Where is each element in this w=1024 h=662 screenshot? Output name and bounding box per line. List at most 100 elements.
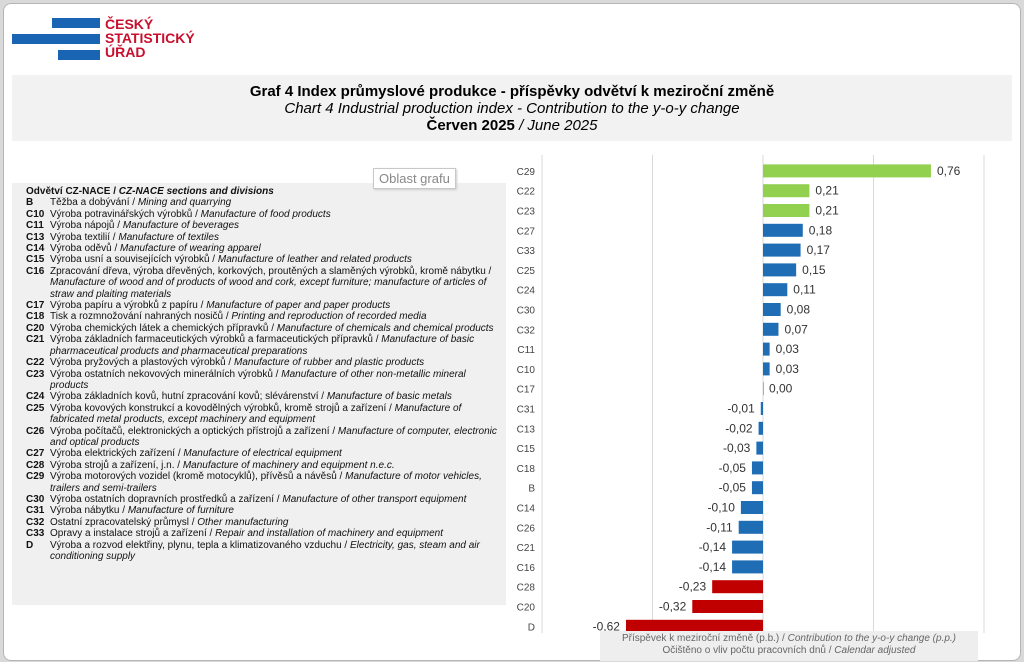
legend-text: Opravy a instalace strojů a zařízení / R… — [50, 528, 443, 540]
legend-item: C29 Výroba motorových vozidel (kromě moto… — [12, 471, 506, 494]
category-label: C31 — [517, 405, 536, 416]
legend-code: C30 — [26, 493, 45, 505]
bar — [732, 560, 763, 574]
category-label: D — [528, 622, 535, 633]
legend-text: Ostatní zpracovatelský průmysl / Other m… — [50, 516, 289, 528]
legend-item: C33 Opravy a instalace strojů a zařízení … — [12, 528, 506, 539]
legend-item: C17 Výroba papíru a výrobků z papíru / Ma… — [12, 300, 506, 311]
data-label: -0,14 — [699, 560, 727, 574]
data-label: -0,05 — [719, 481, 747, 495]
legend-code: C14 — [26, 243, 45, 255]
data-label: -0,01 — [727, 402, 755, 416]
legend-text: Výroba textilií / Manufacture of textile… — [50, 231, 219, 243]
category-label: C28 — [517, 583, 536, 594]
title-en: Chart 4 Industrial production index - Co… — [284, 100, 740, 117]
bar — [763, 362, 770, 376]
legend-code: C13 — [26, 231, 45, 243]
legend-code: C27 — [26, 448, 45, 460]
legend-item: C11 Výroba nápojů / Manufacture of bevera… — [12, 220, 506, 231]
bar — [625, 619, 763, 633]
data-label: 0,17 — [807, 243, 831, 257]
bar — [758, 421, 763, 435]
data-label: -0,05 — [719, 461, 747, 475]
legend-code: C25 — [26, 402, 45, 414]
nace-legend[interactable]: Odvětví CZ-NACE / CZ-NACE sections and d… — [12, 183, 506, 605]
legend-item: C21 Výroba základních farmaceutických výr… — [12, 334, 506, 357]
legend-item: D Výroba a rozvod elektřiny, plynu, tepla… — [12, 540, 506, 563]
legend-text: Výroba usní a souvisejících výrobků / Ma… — [50, 254, 412, 266]
bar — [712, 580, 763, 594]
legend-item: C31 Výroba nábytku / Manufacture of furni… — [12, 505, 506, 516]
axis-note: Příspěvek k meziroční změně (p.b.) / Con… — [600, 631, 978, 661]
data-label: 0,03 — [776, 362, 800, 376]
legend-text: Výroba základních kovů, hutní zpracování… — [50, 391, 452, 403]
category-label: C26 — [517, 523, 536, 534]
legend-code: C24 — [26, 391, 45, 403]
legend-text: Výroba kovových konstrukcí a kovodělných… — [50, 402, 462, 426]
data-label: -0,03 — [723, 441, 751, 455]
bar — [760, 402, 763, 415]
legend-text: Výroba pryžových a plastových výrobků / … — [50, 357, 425, 369]
category-label: C20 — [517, 603, 536, 614]
legend-item: C26 Výroba počítačů, elektronických a opt… — [12, 426, 506, 449]
data-label: 0,15 — [802, 263, 826, 277]
data-label: 0,03 — [776, 342, 800, 356]
chart-title-box: Graf 4 Index průmyslové produkce - přísp… — [12, 75, 1012, 141]
legend-code: C23 — [26, 368, 45, 380]
category-label: C15 — [517, 444, 536, 455]
legend-text: Těžba a dobývání / Mining and quarrying — [50, 197, 232, 209]
category-label: C29 — [517, 167, 536, 178]
legend-text: Výroba a rozvod elektřiny, plynu, tepla … — [50, 539, 480, 562]
data-label: 0,11 — [793, 283, 816, 297]
legend-item: C10 Výroba potravinářských výrobků / Manu… — [12, 209, 506, 220]
bar — [732, 540, 763, 554]
data-label: 0,18 — [809, 223, 833, 237]
logo-text: ČESKÝ STATISTICKÝ ÚŘAD — [105, 16, 195, 60]
x-axis-label: Příspěvek k meziroční změně (p.b.) / Con… — [621, 633, 957, 644]
bar — [692, 600, 763, 613]
data-label: -0,11 — [706, 520, 733, 534]
legend-text: Výroba potravinářských výrobků / Manufac… — [50, 208, 331, 220]
legend-item: C16 Zpracování dřeva, výroba dřevěných, k… — [12, 266, 506, 300]
category-label: C33 — [517, 246, 536, 257]
legend-code: C11 — [26, 220, 44, 232]
data-label: -0,02 — [725, 421, 753, 435]
category-label: C18 — [517, 464, 536, 475]
legend-text: Výroba ostatních dopravních prostředků a… — [50, 493, 467, 505]
legend-item: C27 Výroba elektrických zařízení / Manufa… — [12, 448, 506, 459]
category-label: C17 — [517, 385, 536, 396]
legend-item: C32 Ostatní zpracovatelský průmysl / Othe… — [12, 517, 506, 528]
title-cz: Graf 4 Index průmyslové produkce - přísp… — [249, 83, 775, 100]
data-label: 0,76 — [937, 164, 961, 178]
contribution-bar-chart[interactable]: C29 0,76 C22 0,21 C23 0,21 C27 0,18 C33 0,17 C25 0,… — [507, 155, 1012, 633]
bar — [738, 520, 763, 534]
category-label: C13 — [517, 424, 536, 435]
category-label: C30 — [517, 306, 536, 317]
legend-code: B — [26, 197, 34, 209]
legend-text: Výroba nápojů / Manufacture of beverages — [50, 220, 240, 232]
legend-text: Výroba papíru a výrobků z papíru / Manuf… — [50, 300, 391, 312]
legend-text: Výroba ostatních nekovových minerálních … — [50, 368, 466, 391]
legend-code: C31 — [26, 505, 45, 517]
title-period: Červen 2025 / June 2025 — [426, 117, 598, 134]
bar — [763, 303, 781, 316]
category-label: C16 — [517, 563, 536, 574]
legend-code: D — [26, 539, 34, 551]
bar — [751, 481, 763, 495]
legend-item: C24 Výroba základních kovů, hutní zpracov… — [12, 391, 506, 402]
data-label: 0,21 — [815, 204, 839, 218]
legend-text: Výroba strojů a zařízení, j.n. / Manufac… — [50, 459, 395, 471]
legend-text: Výroba počítačů, elektronických a optick… — [50, 425, 497, 448]
legend-item: C25 Výroba kovových konstrukcí a kovoděln… — [12, 403, 506, 426]
legend-code: C32 — [26, 516, 45, 528]
category-label: B — [528, 484, 535, 495]
legend-text: Výroba základních farmaceutických výrobk… — [50, 334, 475, 357]
legend-code: C33 — [26, 528, 45, 540]
data-label: 0,07 — [784, 322, 808, 336]
legend-item: C22 Výroba pryžových a plastových výrobků… — [12, 357, 506, 368]
data-label: -0,10 — [708, 501, 736, 515]
bar — [756, 441, 763, 455]
legend-code: C15 — [26, 254, 45, 266]
data-label: -0,14 — [699, 540, 727, 554]
bar — [763, 382, 764, 396]
